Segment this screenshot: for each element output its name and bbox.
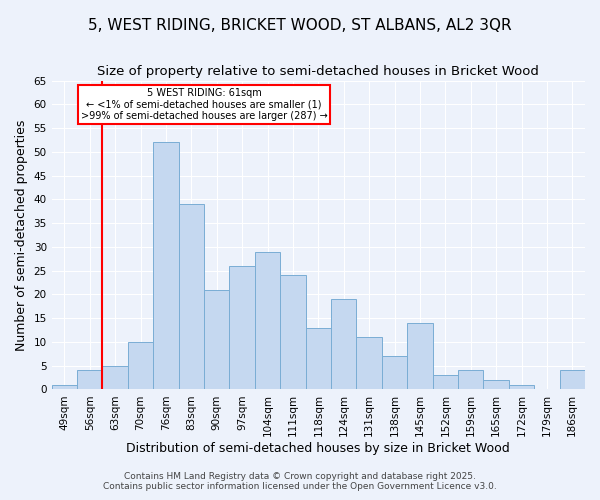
Bar (356, 337, 382, 390)
X-axis label: Distribution of semi-detached houses by size in Bricket Wood: Distribution of semi-detached houses by … (127, 442, 510, 455)
Text: 5, WEST RIDING, BRICKET WOOD, ST ALBANS, AL2 3QR: 5, WEST RIDING, BRICKET WOOD, ST ALBANS,… (88, 18, 512, 32)
Text: 5 WEST RIDING: 61sqm
← <1% of semi-detached houses are smaller (1)
>99% of semi-: 5 WEST RIDING: 61sqm ← <1% of semi-detac… (80, 88, 328, 121)
Bar (103, 366, 128, 390)
Bar (179, 204, 204, 390)
Bar (305, 328, 331, 390)
Bar (255, 252, 280, 390)
Bar (458, 370, 484, 390)
Bar (229, 266, 255, 390)
Y-axis label: Number of semi-detached properties: Number of semi-detached properties (15, 120, 28, 350)
Bar (77, 370, 103, 390)
Bar (153, 142, 179, 390)
Title: Size of property relative to semi-detached houses in Bricket Wood: Size of property relative to semi-detach… (97, 65, 539, 78)
Bar (280, 276, 305, 390)
Bar (204, 290, 229, 390)
Bar (560, 370, 585, 390)
Bar (509, 384, 534, 390)
Bar (407, 323, 433, 390)
Bar (331, 299, 356, 390)
Bar (52, 384, 77, 390)
Bar (433, 375, 458, 390)
Bar (484, 380, 509, 390)
Text: Contains HM Land Registry data © Crown copyright and database right 2025.
Contai: Contains HM Land Registry data © Crown c… (103, 472, 497, 491)
Bar (382, 356, 407, 390)
Bar (128, 342, 153, 390)
